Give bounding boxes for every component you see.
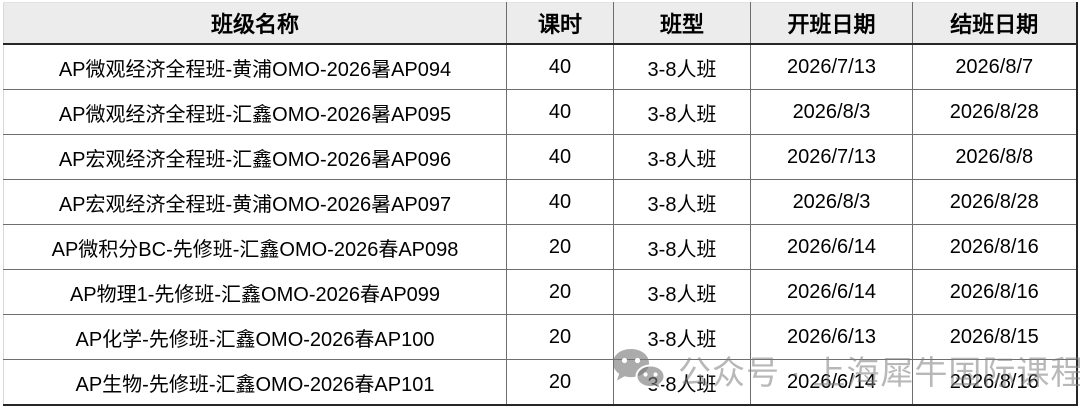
column-header-4: 结班日期 (912, 2, 1078, 45)
table-cell-class-name: AP微积分BC-先修班-汇鑫OMO-2026春AP098 (3, 224, 507, 270)
table-cell-start-date: 2026/7/13 (750, 43, 913, 90)
table-cell-end-date: 2026/8/28 (912, 89, 1078, 135)
table-cell-end-date: 2026/8/16 (912, 224, 1078, 270)
table-row: AP宏观经济全程班-黄浦OMO-2026暑AP097 40 3-8人班 2026/8/… (3, 179, 1078, 225)
table-row: AP化学-先修班-汇鑫OMO-2026春AP100 20 3-8人班 2026/6/1… (3, 314, 1078, 360)
table-cell-end-date: 2026/8/8 (912, 134, 1078, 180)
table-cell-hours: 40 (506, 179, 614, 225)
table-cell-hours: 20 (506, 314, 614, 360)
table-cell-class-name: AP物理1-先修班-汇鑫OMO-2026春AP099 (3, 269, 507, 315)
table-row: AP生物-先修班-汇鑫OMO-2026春AP101 20 3-8人班 2026/6/1… (3, 359, 1078, 406)
table-cell-hours: 40 (506, 43, 614, 90)
table-cell-hours: 20 (506, 224, 614, 270)
table-cell-end-date: 2026/8/16 (912, 359, 1078, 406)
table-cell-start-date: 2026/6/13 (750, 314, 913, 360)
column-header-2: 班型 (613, 2, 751, 45)
table-cell-class-type: 3-8人班 (613, 43, 751, 90)
table-body: AP微观经济全程班-黄浦OMO-2026暑AP094 40 3-8人班 2026/7/… (3, 43, 1078, 406)
table-cell-class-type: 3-8人班 (613, 179, 751, 225)
table-header-row: 班级名称 课时 班型 开班日期 结班日期 (3, 2, 1078, 45)
column-header-0: 班级名称 (3, 2, 507, 45)
table-cell-class-type: 3-8人班 (613, 134, 751, 180)
table-cell-end-date: 2026/8/7 (912, 43, 1078, 90)
table-cell-end-date: 2026/8/16 (912, 269, 1078, 315)
table-cell-hours: 40 (506, 134, 614, 180)
table-row: AP微积分BC-先修班-汇鑫OMO-2026春AP098 20 3-8人班 2026/… (3, 224, 1078, 270)
table-cell-start-date: 2026/8/3 (750, 179, 913, 225)
table-row: AP物理1-先修班-汇鑫OMO-2026春AP099 20 3-8人班 2026/6/… (3, 269, 1078, 315)
column-header-3: 开班日期 (750, 2, 913, 45)
class-schedule-table: 班级名称 课时 班型 开班日期 结班日期 AP微观经济全程班-黄浦OMO-2026暑AP… (3, 2, 1078, 406)
column-header-1: 课时 (506, 2, 614, 45)
table-cell-class-name: AP宏观经济全程班-黄浦OMO-2026暑AP097 (3, 179, 507, 225)
table-row: AP微观经济全程班-汇鑫OMO-2026暑AP095 40 3-8人班 2026/8/… (3, 89, 1078, 135)
table-cell-hours: 20 (506, 269, 614, 315)
table-cell-hours: 40 (506, 89, 614, 135)
table-cell-start-date: 2026/6/14 (750, 359, 913, 406)
table-cell-class-name: AP微观经济全程班-黄浦OMO-2026暑AP094 (3, 43, 507, 90)
table-cell-end-date: 2026/8/15 (912, 314, 1078, 360)
table-cell-class-name: AP微观经济全程班-汇鑫OMO-2026暑AP095 (3, 89, 507, 135)
table-cell-start-date: 2026/8/3 (750, 89, 913, 135)
table-cell-class-name: AP生物-先修班-汇鑫OMO-2026春AP101 (3, 359, 507, 406)
table-cell-class-type: 3-8人班 (613, 314, 751, 360)
table-cell-hours: 20 (506, 359, 614, 406)
table-cell-class-type: 3-8人班 (613, 224, 751, 270)
table-row: AP微观经济全程班-黄浦OMO-2026暑AP094 40 3-8人班 2026/7/… (3, 43, 1078, 90)
table-cell-class-name: AP宏观经济全程班-汇鑫OMO-2026暑AP096 (3, 134, 507, 180)
table-cell-class-type: 3-8人班 (613, 89, 751, 135)
table-cell-start-date: 2026/7/13 (750, 134, 913, 180)
table-cell-start-date: 2026/6/14 (750, 269, 913, 315)
table-cell-class-type: 3-8人班 (613, 359, 751, 406)
table-cell-end-date: 2026/8/28 (912, 179, 1078, 225)
table-row: AP宏观经济全程班-汇鑫OMO-2026暑AP096 40 3-8人班 2026/7/… (3, 134, 1078, 180)
table-cell-class-name: AP化学-先修班-汇鑫OMO-2026春AP100 (3, 314, 507, 360)
table-cell-class-type: 3-8人班 (613, 269, 751, 315)
table-cell-start-date: 2026/6/14 (750, 224, 913, 270)
